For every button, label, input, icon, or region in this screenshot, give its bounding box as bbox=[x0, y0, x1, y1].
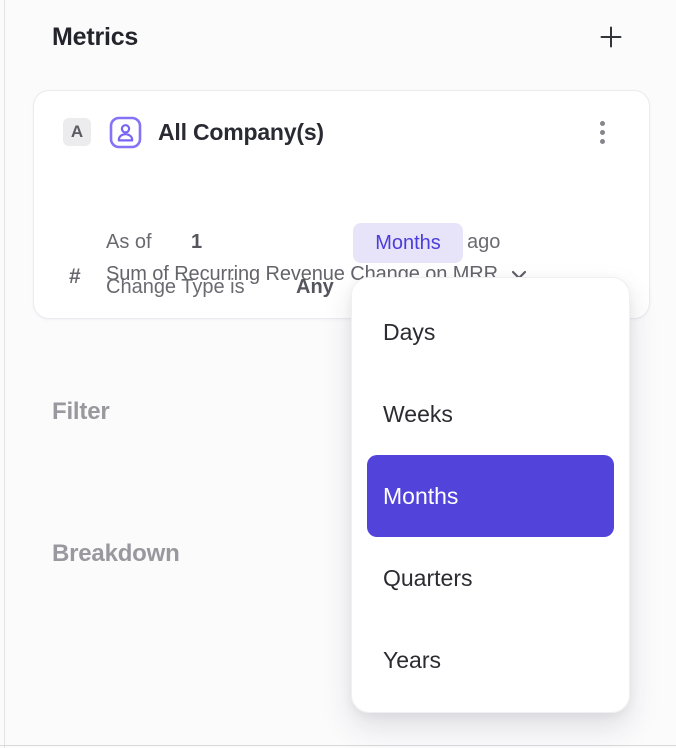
ago-label: ago bbox=[467, 231, 501, 253]
filter-section-label: Filter bbox=[52, 398, 110, 425]
add-metric-button[interactable] bbox=[594, 20, 628, 54]
person-badge-icon bbox=[109, 116, 142, 149]
panel-left-divider bbox=[4, 0, 5, 748]
kebab-menu-icon[interactable] bbox=[590, 117, 614, 147]
dropdown-option-days[interactable]: Days bbox=[383, 318, 436, 345]
as-of-row: As of 1 Months ago bbox=[34, 223, 649, 263]
dropdown-option-quarters[interactable]: Quarters bbox=[383, 564, 473, 591]
as-of-value-input[interactable]: 1 bbox=[191, 231, 203, 253]
change-type-label: Change Type is bbox=[106, 276, 245, 298]
dropdown-option-years[interactable]: Years bbox=[383, 646, 441, 673]
time-unit-dropdown: Days Weeks Months Quarters Years bbox=[351, 277, 630, 713]
plus-icon bbox=[599, 25, 623, 49]
numeric-type-icon: # bbox=[69, 265, 81, 288]
time-unit-select[interactable]: Months bbox=[353, 223, 463, 263]
metric-card-header: A All Company(s) bbox=[34, 115, 649, 149]
change-type-row: Change Type is Any bbox=[34, 276, 649, 306]
change-type-value[interactable]: Any bbox=[296, 276, 334, 298]
series-badge: A bbox=[63, 118, 91, 146]
metric-card: A All Company(s) # Sum of Recurring Reve… bbox=[33, 90, 650, 319]
page-title: Metrics bbox=[52, 22, 139, 51]
dropdown-option-months[interactable]: Months bbox=[367, 455, 614, 537]
panel-bottom-divider bbox=[0, 745, 676, 746]
dropdown-option-weeks[interactable]: Weeks bbox=[383, 400, 453, 427]
breakdown-section-label: Breakdown bbox=[52, 540, 180, 567]
metrics-header: Metrics bbox=[52, 20, 628, 54]
metric-card-title: All Company(s) bbox=[158, 118, 324, 145]
as-of-label: As of bbox=[106, 231, 152, 253]
